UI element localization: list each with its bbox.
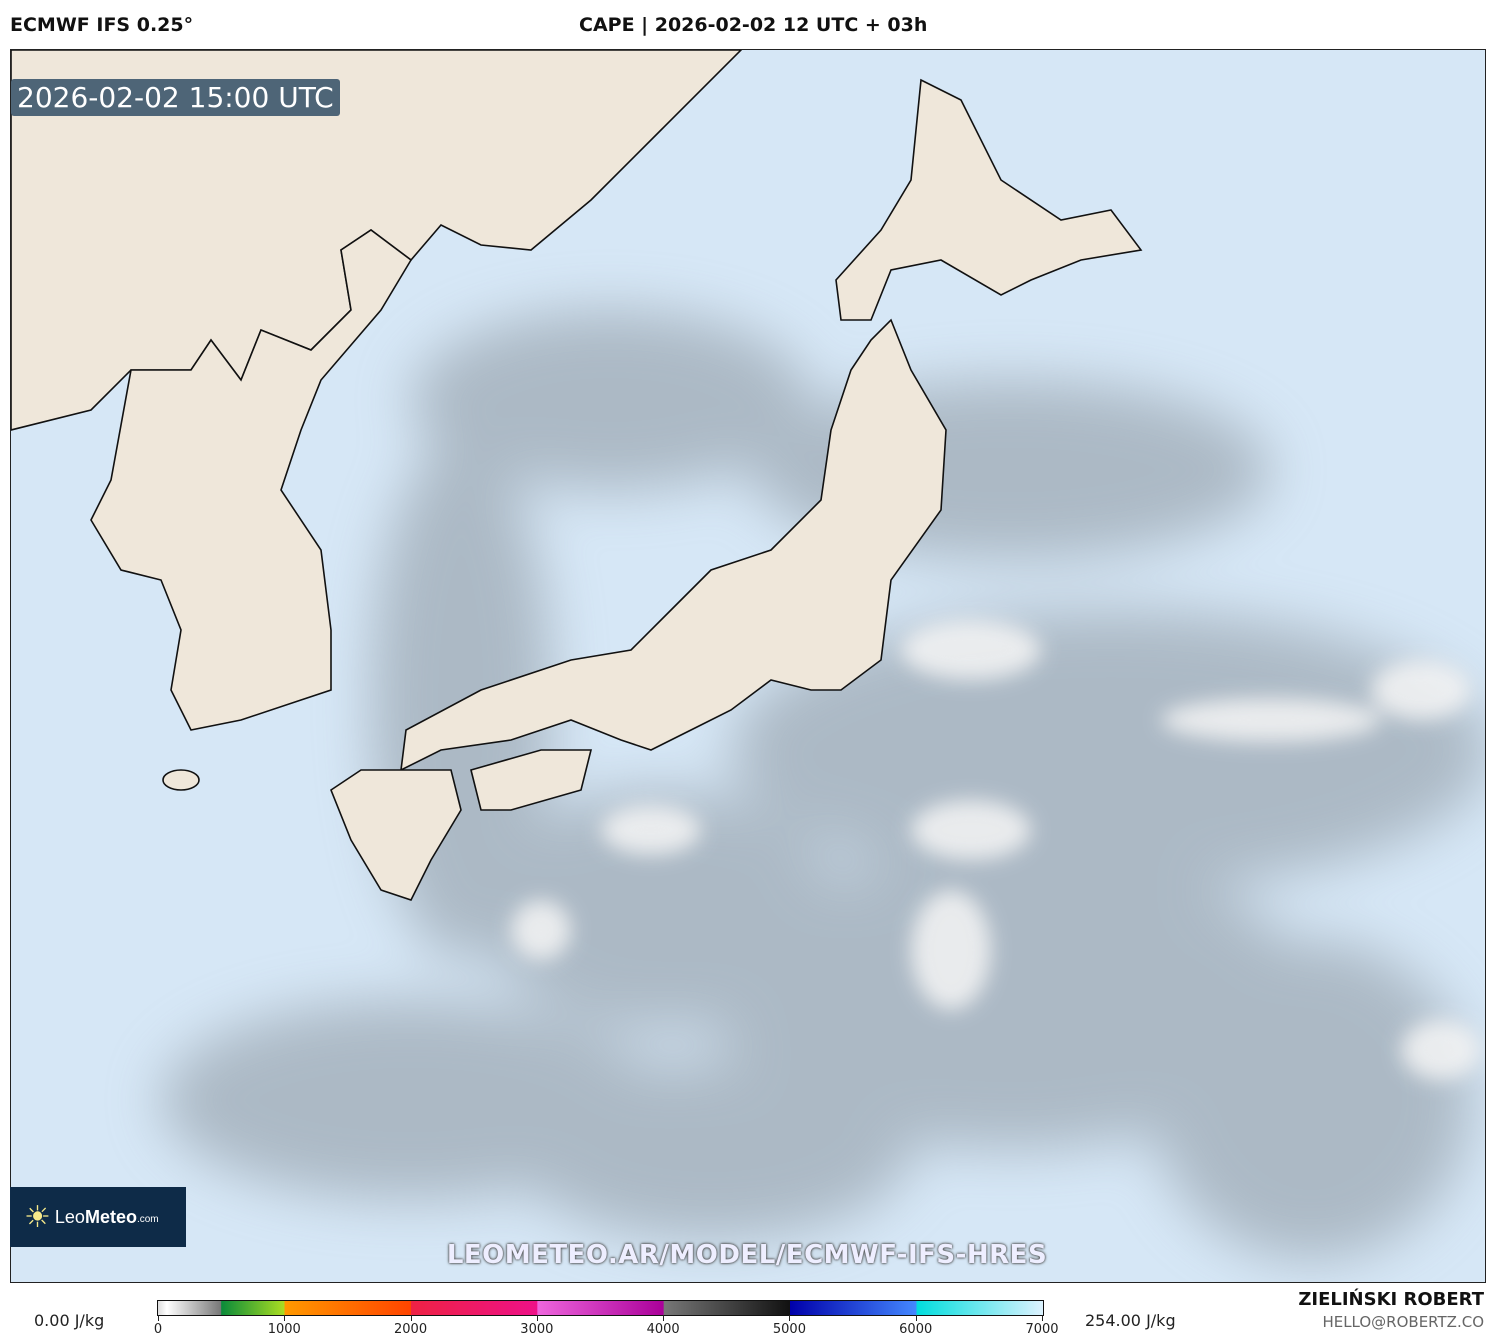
logo-text: Leo <box>54 1206 85 1227</box>
colorbar-tick-label: 2000 <box>394 1322 428 1337</box>
cape-highs <box>511 620 1481 1080</box>
colorbar-tick-label: 3000 <box>520 1322 554 1337</box>
colorbar-tick-label: 7000 <box>1025 1322 1059 1337</box>
author-email[interactable]: HELLO@ROBERTZ.CO <box>1322 1313 1484 1331</box>
author-name: ZIELIŃSKI ROBERT <box>1298 1289 1484 1310</box>
cape-field <box>161 310 1485 1260</box>
logo-text-bold: Meteo <box>84 1206 137 1227</box>
colorbar-tick-label: 5000 <box>772 1322 806 1337</box>
colorbar-max-label: 254.00 J/kg <box>1085 1311 1176 1330</box>
colorbar-tick-label: 1000 <box>267 1322 301 1337</box>
map-canvas <box>11 50 1485 1282</box>
colorbar-tick-mark <box>1042 1315 1043 1321</box>
colorbar-tick-mark <box>536 1315 538 1321</box>
sun-icon: ☀ <box>24 1200 51 1234</box>
watermark-url: LEOMETEO.AR/MODEL/ECMWF-IFS-HRES <box>446 1240 1048 1270</box>
valid-time-label: 2026-02-02 15:00 UTC <box>11 79 340 116</box>
colorbar-tick-label: 6000 <box>899 1322 933 1337</box>
colorbar-tick-mark <box>789 1315 791 1321</box>
colorbar-tick-mark <box>410 1315 412 1321</box>
map-title: CAPE | 2026-02-02 12 UTC + 03h <box>579 14 928 36</box>
colorbar-tick-mark <box>663 1315 665 1321</box>
colorbar-min-label: 0.00 J/kg <box>34 1311 105 1330</box>
colorbar-tick-label: 4000 <box>646 1322 680 1337</box>
colorbar <box>157 1300 1044 1316</box>
colorbar-tick-mark <box>158 1315 159 1321</box>
land <box>11 50 1143 901</box>
colorbar-tick-label: 0 <box>153 1322 163 1337</box>
logo-suffix: .com <box>136 1214 159 1225</box>
map[interactable]: 2026-02-02 15:00 UTC <box>10 49 1486 1283</box>
leometeo-logo[interactable]: ☀ Leo Meteo .com <box>10 1187 186 1247</box>
colorbar-tick-mark <box>284 1315 286 1321</box>
colorbar-tick-mark <box>915 1315 917 1321</box>
model-name: ECMWF IFS 0.25° <box>10 14 194 36</box>
